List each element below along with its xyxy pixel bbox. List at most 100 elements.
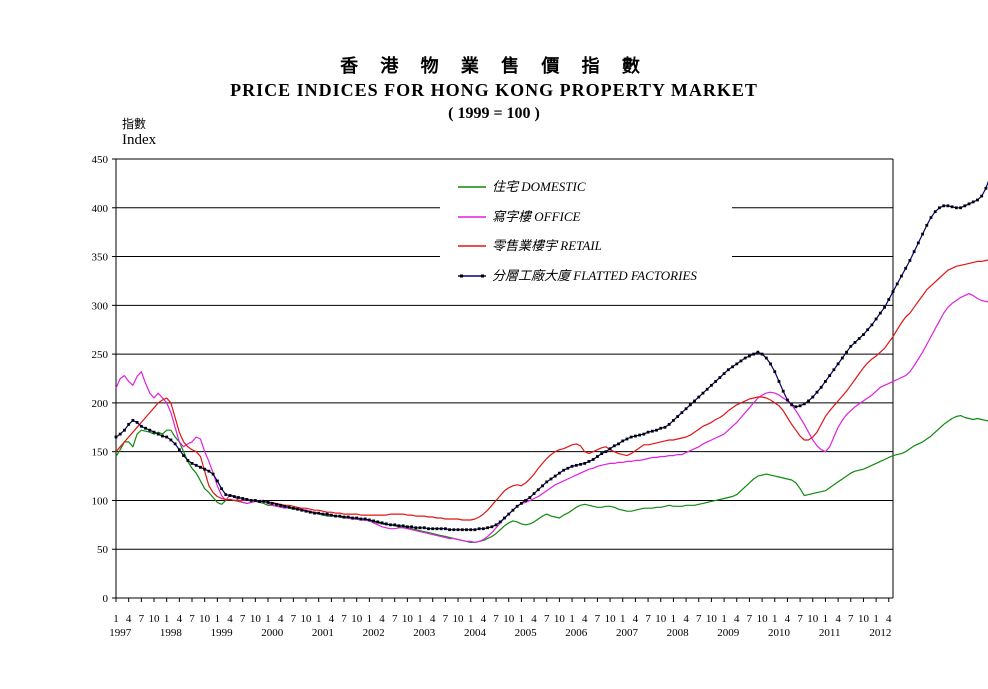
x-tick-label: 1: [215, 613, 221, 625]
data-point: [866, 328, 870, 332]
x-year-label: 2003: [413, 627, 436, 639]
y-tick-label: 350: [92, 252, 109, 264]
data-point: [490, 525, 494, 529]
data-point: [570, 464, 574, 468]
data-point: [528, 496, 532, 499]
data-point: [604, 450, 608, 454]
data-point: [971, 200, 975, 204]
data-point: [748, 354, 751, 358]
data-point: [469, 528, 473, 532]
data-point: [334, 514, 337, 518]
data-point: [376, 520, 380, 524]
x-tick-label: 1: [468, 613, 474, 625]
data-point: [156, 432, 160, 436]
data-point: [862, 333, 865, 336]
data-point: [566, 466, 570, 470]
data-point: [342, 515, 346, 519]
data-point: [819, 385, 823, 389]
data-point: [329, 513, 333, 517]
data-point: [511, 508, 515, 512]
data-point: [524, 499, 528, 502]
x-tick-label: 10: [149, 613, 161, 625]
data-point: [266, 500, 270, 504]
data-point: [393, 523, 397, 527]
x-tick-label: 7: [696, 613, 702, 625]
x-tick-label: 4: [582, 613, 588, 625]
legend-background: [440, 170, 732, 295]
x-tick-label: 4: [126, 613, 132, 625]
data-point: [389, 523, 392, 527]
data-point: [532, 492, 536, 496]
data-point: [194, 463, 198, 467]
data-point: [127, 422, 131, 426]
data-point: [688, 403, 692, 407]
data-point: [224, 493, 228, 496]
data-point: [659, 426, 663, 430]
x-tick-label: 7: [747, 613, 753, 625]
data-point: [443, 527, 447, 531]
data-point: [355, 516, 359, 520]
data-point: [777, 380, 781, 383]
x-tick-label: 7: [443, 613, 449, 625]
data-point: [380, 521, 384, 525]
data-point: [308, 510, 312, 514]
data-point: [384, 522, 388, 526]
x-year-label: 2012: [869, 627, 891, 639]
data-point: [579, 462, 582, 466]
data-point: [634, 434, 637, 438]
x-tick-label: 1: [519, 613, 525, 625]
data-point: [507, 512, 511, 516]
data-point: [304, 509, 308, 513]
x-tick-label: 10: [757, 613, 769, 625]
data-point: [287, 505, 291, 509]
data-point: [667, 422, 671, 426]
data-point: [152, 430, 156, 434]
x-year-label: 2011: [819, 627, 841, 639]
x-tick-label: 7: [341, 613, 347, 625]
series-line: [115, 293, 988, 544]
data-point: [680, 411, 684, 415]
y-tick-label: 450: [92, 154, 109, 166]
axes: [115, 159, 894, 599]
data-point: [984, 186, 988, 190]
x-tick-label: 1: [265, 613, 271, 625]
data-point: [617, 442, 620, 446]
x-tick-label: 4: [785, 613, 791, 625]
y-tick-label: 200: [92, 398, 109, 410]
data-point: [515, 504, 519, 508]
data-point: [743, 356, 747, 360]
x-tick-label: 1: [113, 613, 119, 625]
x-tick-label: 10: [199, 613, 211, 625]
data-point: [114, 435, 118, 439]
x-tick-label: 1: [823, 613, 829, 625]
x-tick-label: 1: [569, 613, 575, 625]
data-point: [583, 461, 587, 465]
x-tick-label: 4: [633, 613, 639, 625]
data-point: [596, 455, 599, 458]
data-point: [836, 362, 840, 366]
x-tick-label: 4: [379, 613, 385, 625]
data-point: [486, 526, 490, 530]
x-tick-label: 4: [734, 613, 740, 625]
x-tick-label: 1: [417, 613, 423, 625]
data-point: [503, 516, 506, 520]
data-point: [697, 395, 701, 399]
data-point: [123, 428, 126, 432]
data-point: [625, 437, 629, 441]
x-tick-label: 1: [316, 613, 322, 625]
data-point: [549, 477, 553, 481]
x-tick-label: 1: [873, 613, 879, 625]
data-point: [693, 399, 696, 403]
data-point: [887, 298, 891, 301]
data-point: [313, 511, 316, 515]
x-tick-label: 1: [721, 613, 727, 625]
data-point: [849, 344, 853, 348]
data-point: [211, 472, 215, 476]
x-tick-label: 7: [240, 613, 246, 625]
data-point: [325, 512, 329, 516]
x-tick-label: 10: [402, 613, 414, 625]
x-tick-label: 7: [291, 613, 297, 625]
data-point: [845, 350, 848, 354]
data-point: [465, 528, 468, 532]
data-point: [752, 352, 756, 356]
